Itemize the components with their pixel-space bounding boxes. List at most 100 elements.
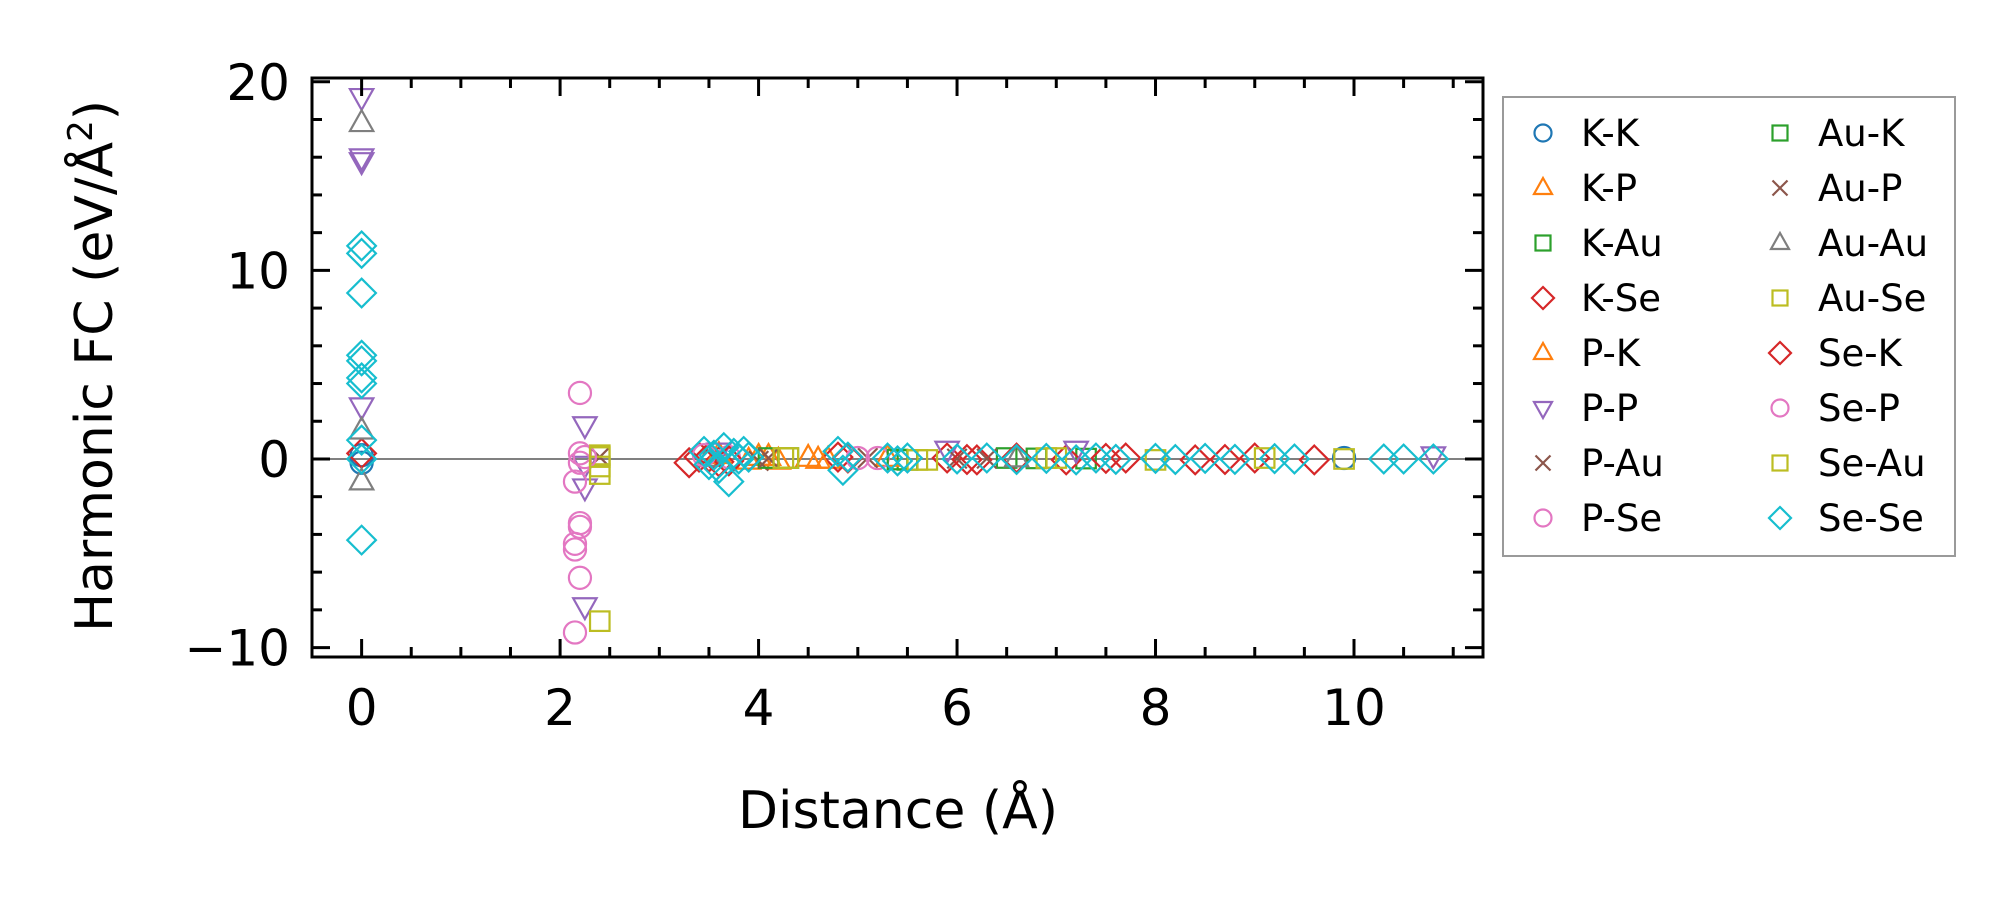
data-point: [571, 597, 599, 622]
legend-label: K-Au: [1581, 222, 1663, 265]
legend-label: Au-Au: [1818, 222, 1928, 265]
legend-entry: Se-K: [1767, 332, 1904, 375]
data-point: [588, 610, 611, 633]
legend-entry: Au-P: [1771, 167, 1902, 210]
data-point: [588, 446, 611, 468]
series-au-au: [348, 108, 1031, 491]
legend-label: K-P: [1581, 167, 1637, 210]
data-point: [567, 514, 593, 540]
legend-marker: [1532, 400, 1554, 421]
legend-entry: Au-K: [1771, 112, 1906, 155]
legend-entry: P-Se: [1533, 497, 1662, 540]
data-point: [345, 229, 378, 262]
data-point: [348, 148, 376, 173]
data-point: [881, 445, 914, 477]
data-point: [688, 435, 720, 468]
legend-entry: Au-Au: [1769, 222, 1928, 265]
x-tick-label: 4: [743, 679, 775, 737]
series-se-se: [345, 229, 1450, 556]
legend-marker: [1534, 454, 1552, 472]
legend-marker: [1769, 230, 1791, 251]
legend-marker: [1534, 234, 1552, 252]
data-point: [345, 443, 378, 475]
data-point: [1139, 442, 1172, 475]
data-point: [832, 441, 864, 473]
series-se-au: [588, 446, 1068, 471]
data-point: [1333, 448, 1355, 470]
data-point: [722, 443, 755, 475]
legend-label: P-Au: [1581, 442, 1664, 485]
data-point: [348, 466, 376, 491]
data-point: [345, 367, 378, 400]
legend-entry: P-K: [1532, 332, 1642, 375]
data-point: [1189, 442, 1221, 475]
data-point: [348, 152, 376, 177]
legend-entry: P-P: [1532, 387, 1638, 430]
series-p-p: [348, 87, 1447, 622]
series-p-se: [562, 380, 890, 645]
legend-marker: [1532, 175, 1554, 196]
data-point: [567, 380, 593, 406]
y-tick-labels: 20 10 0 −10: [184, 54, 290, 678]
data-point: [995, 447, 1018, 469]
legend-entry: Se-Se: [1767, 497, 1924, 540]
data-point: [345, 424, 378, 456]
y-axis-label: Harmonic FC (eV/Å2): [61, 100, 125, 632]
y-tick-label: −10: [184, 620, 290, 678]
plot-area: [312, 87, 1483, 645]
legend-marker: [1771, 454, 1789, 472]
y-tick-label: 10: [226, 242, 290, 300]
data-point: [1253, 447, 1276, 469]
legend-label: K-Se: [1581, 277, 1661, 320]
x-axis-label: Distance (Å): [738, 779, 1058, 841]
data-point: [757, 447, 780, 469]
data-point: [1219, 443, 1251, 476]
data-points: [345, 87, 1450, 645]
data-point: [933, 440, 961, 465]
data-point: [562, 531, 588, 556]
legend-label: P-Se: [1581, 497, 1662, 540]
data-point: [1159, 443, 1192, 476]
data-point: [571, 416, 599, 441]
legend-entry: K-P: [1532, 167, 1637, 210]
legend-label: Se-P: [1818, 387, 1900, 430]
x-tick-label: 0: [346, 679, 378, 737]
x-tick-label: 2: [544, 679, 576, 737]
axis-ticks: [310, 78, 1483, 657]
data-point: [712, 465, 745, 498]
data-point: [1080, 442, 1112, 474]
data-point: [772, 447, 795, 469]
data-point: [572, 444, 598, 470]
data-point: [562, 620, 588, 645]
data-point: [857, 447, 879, 469]
legend-entry: Se-P: [1770, 387, 1900, 430]
data-point: [348, 108, 376, 133]
y-tick-label: 0: [258, 431, 290, 489]
legend-marker: [1530, 285, 1556, 311]
legend-entry: K-K: [1533, 112, 1641, 155]
data-point: [1099, 443, 1132, 476]
data-point: [1387, 443, 1420, 475]
legend-label: Se-K: [1818, 332, 1904, 375]
legend-entry: P-Au: [1534, 442, 1664, 485]
legend-marker: [1767, 340, 1793, 366]
legend-label: Se-Au: [1818, 442, 1926, 485]
data-point: [345, 362, 378, 394]
y-axis-label-close: ): [65, 100, 125, 120]
y-tick-label: 20: [226, 54, 290, 112]
data-point: [1030, 442, 1063, 475]
data-point: [804, 444, 832, 469]
legend-label: P-P: [1581, 387, 1638, 430]
legend: K-K K-P K-Au K-Se P-K P-P P-Au P-Se Au-K Au-P Au-A…: [1502, 96, 1956, 557]
axes-frame: [310, 76, 1485, 659]
x-tick-label: 8: [1140, 679, 1172, 737]
x-tick-label: 6: [941, 679, 973, 737]
data-point: [1278, 443, 1311, 475]
legend-marker: [1533, 508, 1553, 528]
y-axis-label-sup: 2: [61, 120, 101, 142]
data-point: [345, 237, 378, 270]
legend-items: K-K K-P K-Au K-Se P-K P-P P-Au P-Se Au-K Au-P Au-A…: [1530, 112, 1928, 540]
data-point: [1045, 447, 1068, 469]
legend-entry: Au-Se: [1771, 277, 1926, 320]
